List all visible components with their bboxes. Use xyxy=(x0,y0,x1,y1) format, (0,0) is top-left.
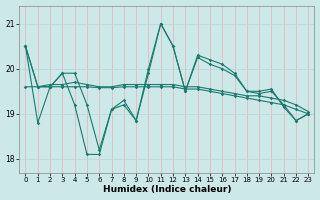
X-axis label: Humidex (Indice chaleur): Humidex (Indice chaleur) xyxy=(103,185,231,194)
